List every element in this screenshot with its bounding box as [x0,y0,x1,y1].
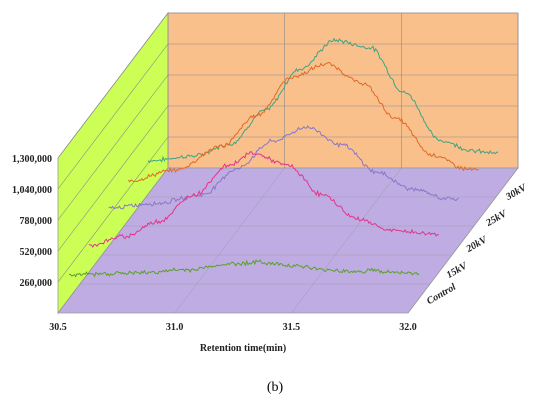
series-label-25kV: 25kV [484,208,510,230]
series-label-30kV: 30kV [503,182,529,204]
series-label-Control: Control [425,282,458,307]
x-tick-label: 32.0 [399,322,417,333]
series-line-15kV [88,151,439,249]
series-label-20kV: 20kV [464,234,490,256]
floor-gridline-x [407,167,519,314]
y-tick-label: 1,300,000 [12,154,52,165]
floor-gridline-x [57,167,169,314]
y-tick-label: 260,000 [20,278,53,289]
y-tick-label: 520,000 [20,247,53,258]
series-line-Control [69,259,420,278]
series-line-25kV [128,61,479,183]
x-axis-title: Retention time(min) [200,343,286,354]
x-tick-label: 30.5 [49,322,67,333]
y-tick-label: 780,000 [20,216,53,227]
series-line-20kV [108,125,459,210]
floor-gridline-x [174,167,285,314]
panel-label: (b) [266,380,284,395]
floor-gridline-x [291,167,402,314]
x-tick-label: 31.0 [166,322,184,333]
y-tick-label: 1,040,000 [12,185,52,196]
series-label-15kV: 15kV [445,260,470,281]
x-tick-label: 31.5 [283,322,301,333]
